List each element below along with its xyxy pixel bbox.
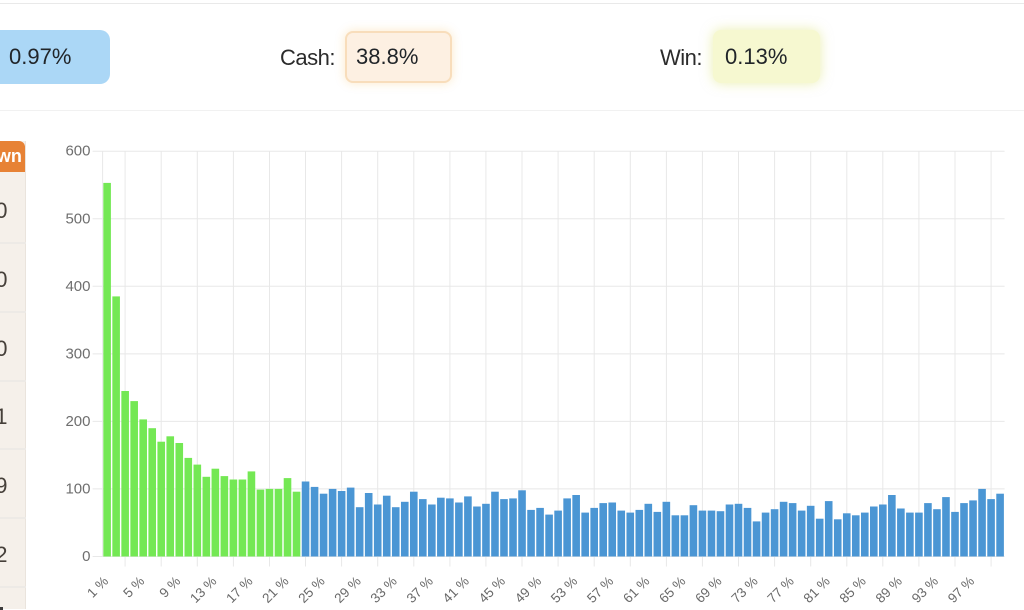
svg-text:200: 200 — [65, 413, 90, 430]
svg-text:400: 400 — [65, 278, 90, 295]
svg-text:0: 0 — [82, 548, 90, 565]
svg-text:85 %: 85 % — [837, 574, 869, 606]
svg-text:100: 100 — [65, 480, 90, 497]
svg-text:33 %: 33 % — [368, 574, 400, 606]
svg-text:500: 500 — [65, 210, 90, 227]
svg-text:97 %: 97 % — [945, 574, 977, 606]
svg-text:81 %: 81 % — [801, 574, 833, 606]
svg-text:1 %: 1 % — [84, 574, 111, 601]
svg-text:25 %: 25 % — [295, 574, 327, 606]
svg-text:57 %: 57 % — [584, 574, 616, 606]
svg-text:13 %: 13 % — [187, 574, 219, 606]
svg-text:37 %: 37 % — [404, 574, 436, 606]
svg-text:61 %: 61 % — [620, 574, 652, 606]
svg-text:53 %: 53 % — [548, 574, 580, 606]
svg-text:5 %: 5 % — [120, 574, 147, 601]
svg-text:93 %: 93 % — [909, 574, 941, 606]
svg-text:17 %: 17 % — [223, 574, 255, 606]
svg-text:600: 600 — [65, 143, 90, 160]
svg-text:49 %: 49 % — [512, 574, 544, 606]
svg-text:73 %: 73 % — [728, 574, 760, 606]
svg-text:77 %: 77 % — [764, 574, 796, 606]
svg-text:9 %: 9 % — [156, 574, 183, 601]
svg-text:21 %: 21 % — [259, 574, 291, 606]
svg-text:45 %: 45 % — [476, 574, 508, 606]
svg-text:69 %: 69 % — [692, 574, 724, 606]
svg-text:29 %: 29 % — [331, 574, 363, 606]
svg-text:300: 300 — [65, 345, 90, 362]
svg-text:89 %: 89 % — [873, 574, 905, 606]
svg-text:65 %: 65 % — [656, 574, 688, 606]
svg-text:41 %: 41 % — [440, 574, 472, 606]
